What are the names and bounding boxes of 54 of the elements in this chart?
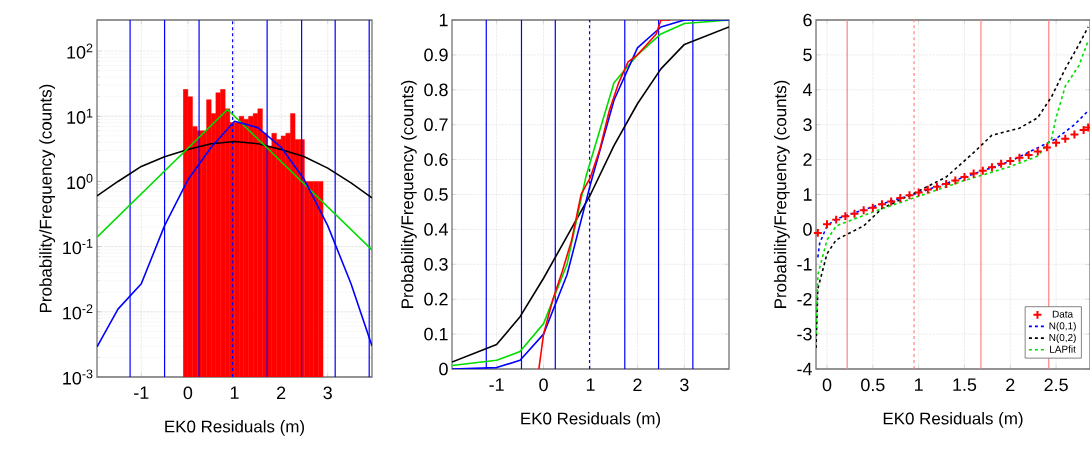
y-tick-label: -1 (797, 258, 812, 271)
y-tick-label: 1 (439, 13, 448, 27)
x-tick-label: 1 (586, 378, 595, 391)
x-tick-label: 1.5 (953, 378, 977, 392)
x-axis-title: EK0 Residuals (m) (165, 420, 305, 436)
y-tick-label: 0.1 (424, 327, 448, 341)
y-tick-label: 10$^{1}$ (67, 108, 93, 124)
x-tick-label: -1 (489, 378, 504, 391)
y-tick-label: 0.8 (424, 83, 448, 97)
x-tick-label: 2 (1006, 378, 1015, 392)
y-tick-label: 0.7 (424, 118, 448, 132)
x-tick-label: 0 (183, 386, 193, 400)
legend-label: N(0,2) (1049, 333, 1076, 344)
y-tick-label: 10$^{-2}$ (63, 304, 93, 320)
x-tick-label: 1 (230, 386, 239, 399)
y-tick-label: 10$^{-1}$ (63, 239, 93, 255)
x-tick-label: 3 (323, 386, 332, 400)
y-tick-label: -2 (797, 292, 812, 306)
y-tick-label: 6 (803, 13, 812, 27)
y-tick-label: 0 (803, 223, 812, 236)
legend-label: N(0,1) (1049, 322, 1076, 332)
y-tick-label: 5 (803, 48, 812, 62)
y-tick-label: 0.4 (424, 223, 448, 236)
y-tick-label: 0.9 (424, 48, 448, 62)
x-tick-label: 2.5 (1044, 378, 1068, 392)
y-tick-label: 10$^{-3}$ (63, 369, 93, 385)
x-tick-label: 0.5 (861, 378, 885, 392)
y-tick-label: 3 (803, 118, 812, 132)
y-tick-label: 10$^{0}$ (67, 173, 93, 190)
y-tick-label: -4 (797, 362, 812, 376)
y-tick-label: 0.6 (424, 153, 448, 166)
y-tick-label: 0 (439, 362, 448, 376)
x-tick-label: 0 (539, 378, 548, 392)
x-tick-label: 1 (915, 378, 923, 391)
y-tick-label: 0.3 (424, 257, 448, 271)
x-axis-title: EK0 Residuals (m) (521, 412, 661, 428)
y-axis-title: Probability/Frequency (counts) (773, 80, 790, 308)
y-axis-title: Probability/Frequency (counts) (39, 84, 56, 312)
x-tick-label: 3 (680, 378, 689, 392)
y-tick-label: 1 (803, 188, 812, 201)
y-tick-label: 0.5 (424, 188, 448, 201)
y-tick-label: 4 (802, 83, 812, 96)
x-axis-title: EK0 Residuals (m) (883, 412, 1023, 428)
x-tick-label: 2 (633, 378, 642, 392)
x-tick-label: 0 (822, 378, 832, 392)
y-tick-label: 2 (803, 153, 812, 166)
x-tick-label: 2 (277, 386, 286, 400)
legend-label: Data (1052, 310, 1074, 318)
y-axis-title: Probability/Frequency (counts) (400, 80, 417, 308)
y-tick-label: 10$^{2}$ (67, 43, 93, 59)
legend-label: LAPfit (1050, 345, 1076, 353)
y-tick-label: -3 (797, 327, 812, 341)
y-tick-label: 0.2 (424, 292, 448, 306)
x-tick-label: -1 (134, 386, 149, 399)
